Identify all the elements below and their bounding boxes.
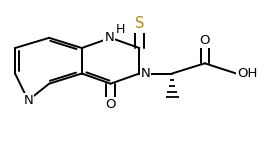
Text: S: S [135, 16, 144, 31]
Text: N: N [23, 94, 33, 107]
Text: O: O [105, 98, 116, 111]
Text: N: N [105, 31, 114, 44]
Text: OH: OH [238, 67, 258, 80]
Text: O: O [200, 34, 210, 46]
Text: N: N [141, 67, 150, 80]
Text: H: H [116, 23, 125, 36]
